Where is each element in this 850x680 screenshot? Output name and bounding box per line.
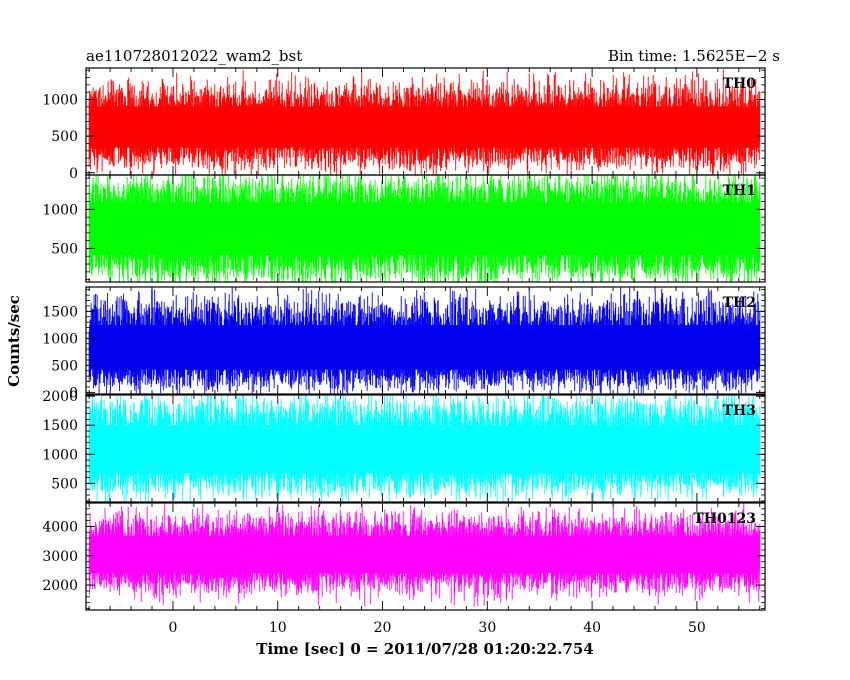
- series-core-th0123: [89, 535, 760, 574]
- y-tick-label: 1500: [42, 418, 78, 434]
- y-tick-label: 2000: [42, 389, 78, 405]
- series-core-th1: [89, 202, 760, 256]
- panel-label-th2: TH2: [723, 295, 756, 311]
- panel-th2: 0 500 1000 1500 TH2: [42, 286, 766, 401]
- panel-th0123: 2000 3000 4000 TH0123: [42, 502, 766, 611]
- panel-label-th0: TH0: [723, 76, 757, 92]
- x-tick-label: 50: [688, 620, 706, 636]
- y-tick-label: 500: [51, 129, 78, 145]
- panel-th3: 500 1000 1500 2000 TH3: [42, 389, 766, 503]
- panel-label-th0123: TH0123: [693, 511, 756, 527]
- y-tick-label: 500: [51, 241, 78, 257]
- y-tick-label: 0: [69, 166, 78, 182]
- panel-label-th3: TH3: [723, 403, 756, 419]
- bin-time-label: Bin time: 1.5625E−2 s: [608, 47, 780, 65]
- x-axis: 0 10 20 30 40 50: [169, 620, 706, 636]
- panels-group: 0 500 1000 TH0 500 1000 TH1 0 500 1000 1500 TH2 500 1…: [42, 67, 766, 611]
- series-core-th3: [89, 425, 760, 474]
- panel-th0: 0 500 1000 TH0: [42, 67, 766, 182]
- series-core-th0: [89, 106, 760, 148]
- y-tick-label: 1500: [42, 304, 78, 320]
- y-tick-label: 500: [51, 476, 78, 492]
- y-tick-label: 3000: [42, 549, 78, 565]
- y-tick-label: 0: [69, 385, 78, 401]
- panel-frame: [85, 174, 766, 283]
- panel-frame: [85, 286, 766, 395]
- series-core-th2: [89, 325, 760, 370]
- x-tick-label: 20: [374, 620, 392, 636]
- y-tick-label: 2000: [42, 578, 78, 594]
- y-tick-label: 1000: [42, 331, 78, 347]
- panel-label-th1: TH1: [723, 183, 756, 199]
- y-tick-label: 1000: [42, 202, 78, 218]
- panel-frame: [85, 502, 766, 611]
- chart-title: ae110728012022_wam2_bst: [86, 47, 302, 65]
- x-tick-label: 30: [478, 620, 496, 636]
- x-tick-label: 10: [269, 620, 287, 636]
- y-axis-label: Counts/sec: [5, 295, 23, 387]
- y-tick-label: 1000: [42, 93, 78, 109]
- panel-th1: 500 1000 TH1: [42, 174, 766, 283]
- y-tick-label: 500: [51, 358, 78, 374]
- y-tick-label: 4000: [42, 519, 78, 535]
- x-axis-label: Time [sec] 0 = 2011/07/28 01:20:22.754: [256, 640, 593, 658]
- x-tick-label: 0: [169, 620, 178, 636]
- x-tick-label: 40: [583, 620, 601, 636]
- y-tick-label: 1000: [42, 447, 78, 463]
